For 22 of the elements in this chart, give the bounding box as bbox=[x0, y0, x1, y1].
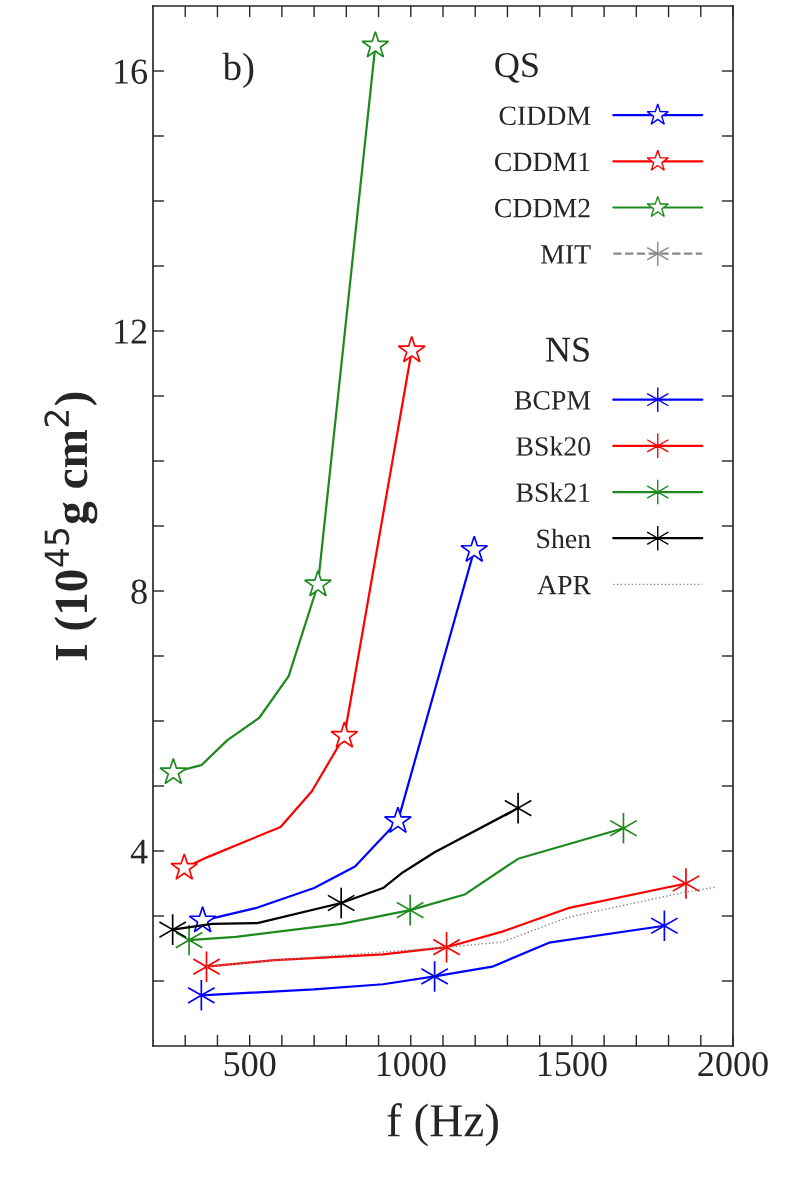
legend-label: CDDM1 bbox=[494, 152, 590, 172]
x-tick-label: 1500 bbox=[538, 1051, 607, 1077]
legend-label: BSk20 bbox=[516, 436, 591, 456]
annotation: b) bbox=[222, 52, 254, 89]
legend-label: BSk21 bbox=[516, 482, 590, 503]
legend-label: APR bbox=[537, 575, 592, 595]
x-tick-label: 500 bbox=[224, 1051, 276, 1077]
legend-label: Shen bbox=[537, 528, 591, 549]
y-tick-label: 8 bbox=[131, 579, 147, 604]
legend-label: CIDDM bbox=[499, 106, 591, 126]
annotation: NS bbox=[545, 337, 589, 362]
legend-label: CDDM2 bbox=[494, 198, 590, 218]
y-tick-label: 16 bbox=[115, 59, 148, 84]
y-tick-label: 4 bbox=[130, 839, 148, 864]
x-axis-title: f (Hz) bbox=[387, 1103, 498, 1147]
legend-label: BCPM bbox=[514, 390, 591, 410]
y-axis-title: I (10$^{45}$g cm$^{2}$) bbox=[44, 392, 98, 661]
y-tick-label: 12 bbox=[115, 319, 147, 344]
x-tick-label: 2000 bbox=[698, 1051, 768, 1077]
legend-title: QS bbox=[495, 52, 538, 83]
legend-label: MIT bbox=[540, 245, 591, 264]
x-tick-label: 1000 bbox=[377, 1051, 446, 1077]
